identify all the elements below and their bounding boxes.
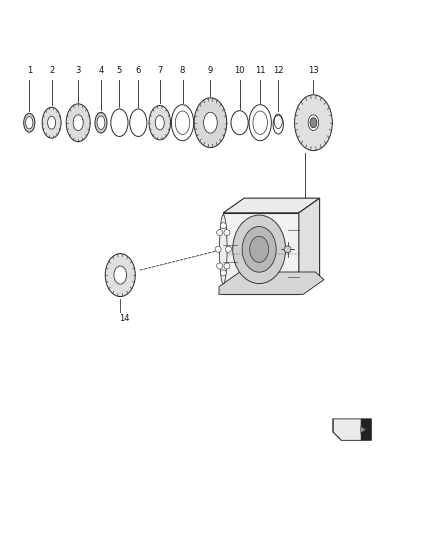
- Circle shape: [215, 246, 221, 252]
- Circle shape: [220, 223, 226, 229]
- Ellipse shape: [253, 111, 268, 134]
- Ellipse shape: [194, 98, 227, 148]
- Ellipse shape: [310, 118, 317, 128]
- Ellipse shape: [66, 104, 90, 142]
- Circle shape: [217, 263, 223, 269]
- Ellipse shape: [219, 215, 227, 284]
- Ellipse shape: [97, 116, 105, 130]
- Text: 4: 4: [99, 67, 103, 76]
- Circle shape: [220, 270, 226, 276]
- Ellipse shape: [250, 236, 268, 262]
- Ellipse shape: [24, 113, 35, 132]
- Circle shape: [224, 230, 230, 236]
- Ellipse shape: [149, 106, 170, 140]
- Text: 14: 14: [119, 314, 130, 322]
- Ellipse shape: [308, 115, 319, 131]
- Polygon shape: [223, 198, 320, 213]
- Circle shape: [224, 263, 230, 269]
- Polygon shape: [360, 426, 366, 433]
- Text: 6: 6: [136, 67, 141, 76]
- Ellipse shape: [204, 112, 217, 133]
- Text: 5: 5: [117, 67, 122, 76]
- Ellipse shape: [114, 266, 127, 284]
- Polygon shape: [299, 198, 320, 294]
- Ellipse shape: [155, 116, 164, 130]
- Polygon shape: [360, 419, 371, 440]
- Ellipse shape: [105, 254, 135, 296]
- Text: 7: 7: [157, 67, 162, 76]
- Circle shape: [284, 246, 291, 253]
- Text: 8: 8: [180, 67, 185, 76]
- Text: 13: 13: [308, 67, 319, 76]
- Polygon shape: [223, 213, 299, 294]
- Text: 3: 3: [75, 67, 81, 76]
- Text: 10: 10: [234, 67, 245, 76]
- Ellipse shape: [233, 215, 286, 284]
- Text: 9: 9: [208, 67, 213, 76]
- Text: 12: 12: [273, 67, 283, 76]
- Text: 2: 2: [49, 67, 54, 76]
- Circle shape: [226, 246, 231, 252]
- Ellipse shape: [73, 115, 83, 131]
- Ellipse shape: [26, 117, 33, 129]
- Ellipse shape: [175, 111, 190, 134]
- Ellipse shape: [42, 107, 61, 138]
- Ellipse shape: [294, 95, 332, 151]
- Text: 11: 11: [255, 67, 265, 76]
- Ellipse shape: [48, 116, 56, 129]
- Ellipse shape: [95, 112, 107, 133]
- Polygon shape: [219, 272, 324, 294]
- Text: 1: 1: [27, 67, 32, 76]
- Ellipse shape: [242, 227, 276, 272]
- Polygon shape: [333, 419, 371, 440]
- Circle shape: [217, 230, 223, 236]
